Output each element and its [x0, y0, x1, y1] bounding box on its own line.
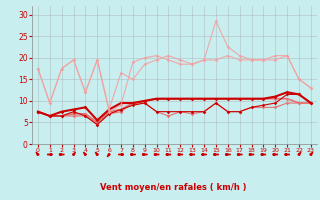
Text: Vent moyen/en rafales ( km/h ): Vent moyen/en rafales ( km/h ) [100, 183, 246, 192]
